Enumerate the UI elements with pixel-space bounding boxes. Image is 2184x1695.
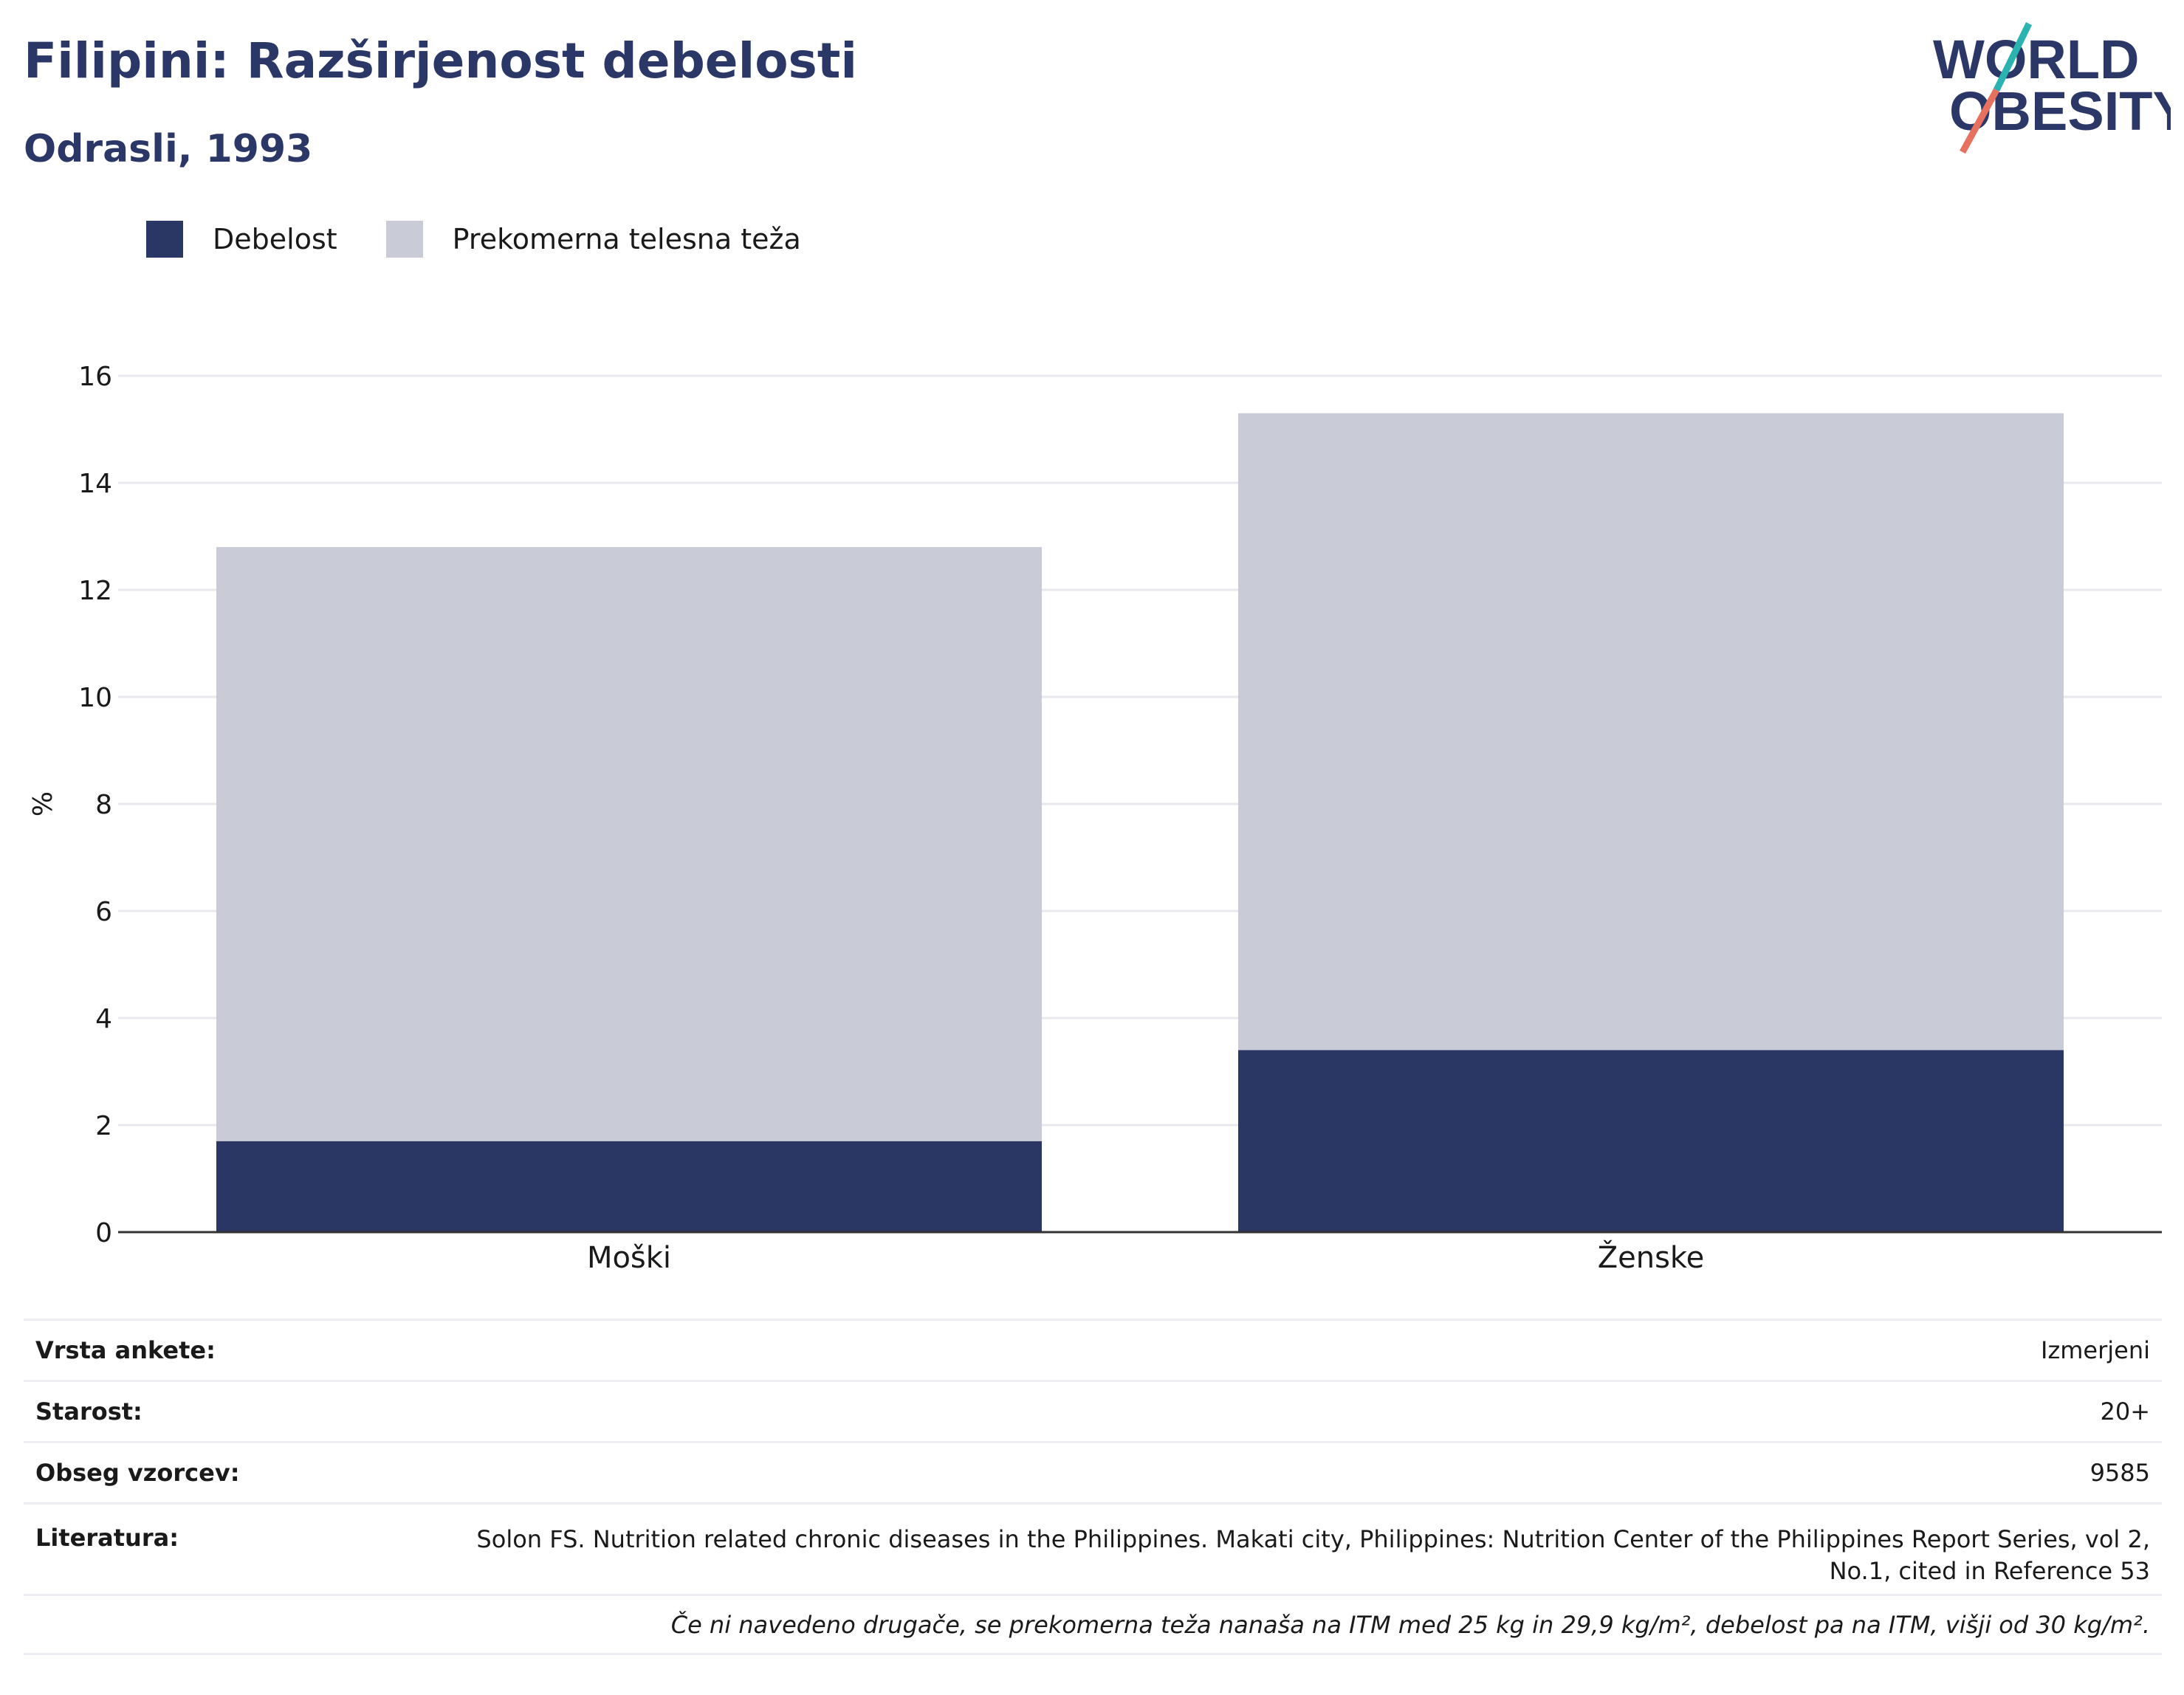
bar-overweight-0	[216, 547, 1042, 1141]
y-tick-label: 12	[78, 576, 112, 606]
y-axis-label: %	[28, 791, 58, 816]
x-category-label: Ženske	[1598, 1240, 1705, 1275]
stacked-bar-chart: 0 2 4 6 8 10 12 14 16% Moški Ženske	[28, 362, 2162, 1275]
bar-obesity-0	[216, 1141, 1042, 1232]
info-key: Literatura:	[35, 1524, 179, 1552]
y-tick-label: 6	[95, 897, 112, 927]
info-row-survey-type: Vrsta ankete: Izmerjeni	[24, 1318, 2162, 1380]
info-key: Starost:	[35, 1397, 142, 1426]
info-row-sample-size: Obseg vzorcev: 9585	[24, 1441, 2162, 1502]
info-key: Obseg vzorcev:	[35, 1459, 240, 1487]
survey-info-table: Vrsta ankete: Izmerjeni Starost: 20+ Obs…	[24, 1318, 2162, 1655]
chart-legend: Debelost Prekomerna telesna teža	[146, 217, 850, 261]
y-tick-label: 4	[95, 1004, 112, 1034]
info-row-footnote: Če ni navedeno drugače, se prekomerna te…	[24, 1594, 2162, 1655]
info-value: Solon FS. Nutrition related chronic dise…	[476, 1525, 2150, 1585]
y-tick-label: 14	[78, 469, 112, 499]
logo-slash-top	[1993, 22, 2033, 92]
bar-overweight-1	[1238, 413, 2064, 1051]
y-tick-label: 10	[78, 683, 112, 713]
info-value: 20+	[2100, 1397, 2150, 1426]
logo-slash-bottom	[1960, 88, 1999, 154]
legend-swatch-overweight	[385, 221, 423, 258]
legend-swatch-obesity	[146, 221, 183, 258]
chart-title: Filipini: Razširjenost debelosti	[24, 32, 857, 89]
y-tick-label: 16	[78, 362, 112, 392]
world-obesity-logo: WORLD OBESITY	[1933, 22, 2171, 154]
y-tick-label: 8	[95, 790, 112, 820]
y-tick-label: 0	[95, 1218, 112, 1248]
info-row-reference: Literatura: Solon FS. Nutrition related …	[24, 1502, 2162, 1594]
x-category-label: Moški	[587, 1241, 671, 1275]
info-key: Vrsta ankete:	[35, 1336, 216, 1364]
bar-obesity-1	[1238, 1050, 2064, 1232]
footnote-text: Če ni navedeno drugače, se prekomerna te…	[670, 1610, 2150, 1639]
logo-word-world: WORLD	[1933, 29, 2140, 90]
y-tick-label: 2	[95, 1111, 112, 1141]
legend-label-overweight: Prekomerna telesna teža	[452, 223, 801, 255]
legend-item-obesity: Debelost	[146, 221, 337, 258]
info-value: 9585	[2089, 1459, 2150, 1487]
legend-item-overweight: Prekomerna telesna teža	[385, 221, 801, 258]
info-row-age: Starost: 20+	[24, 1380, 2162, 1441]
info-value: Izmerjeni	[2041, 1336, 2150, 1364]
legend-label-obesity: Debelost	[213, 223, 337, 255]
chart-subtitle: Odrasli, 1993	[24, 127, 313, 171]
